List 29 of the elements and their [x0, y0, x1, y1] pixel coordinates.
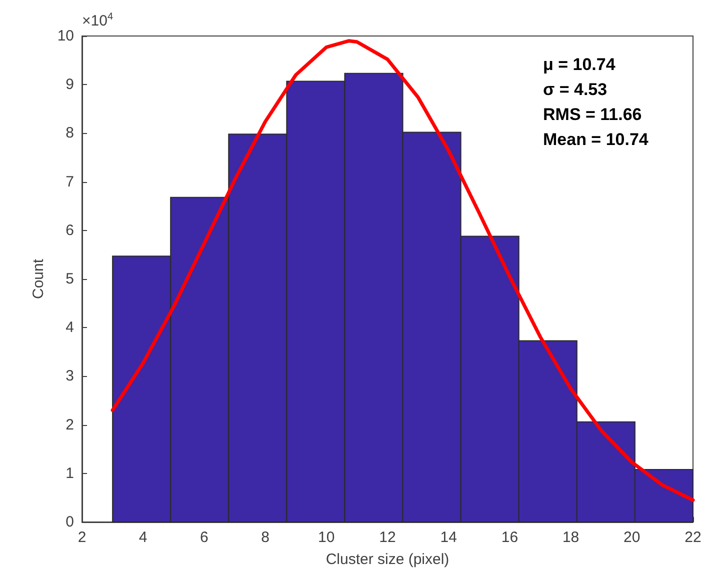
y-tick-label: 10: [57, 28, 74, 44]
x-tick-label: 2: [78, 529, 86, 546]
x-axis-title: Cluster size (pixel): [326, 551, 450, 568]
x-tick-label: 16: [501, 529, 518, 546]
y-tick-label: 6: [66, 222, 74, 239]
x-tick-label: 6: [200, 529, 208, 546]
y-tick-label: 9: [66, 76, 74, 94]
x-tick-label: 18: [562, 529, 580, 546]
x-tick-label: 22: [684, 529, 702, 546]
x-tick-label: 10: [318, 529, 335, 546]
annotation: RMS = 11.66: [543, 105, 642, 124]
x-tick-label: 20: [624, 529, 640, 546]
annotation: Mean = 10.74: [543, 130, 649, 149]
x-tick-label: 4: [138, 529, 148, 546]
x-tick-label: 12: [379, 529, 396, 546]
annotation: σ = 4.53: [543, 80, 608, 99]
y-tick-label: 4: [66, 319, 74, 336]
y-axis-title: Count: [30, 258, 47, 300]
y-tick-label: 2: [66, 416, 74, 434]
y-tick-label: 0: [66, 514, 74, 530]
x-tick-label: 14: [440, 529, 457, 546]
y-tick-label: 8: [66, 124, 74, 142]
x-tick-label: 8: [261, 529, 270, 546]
y-tick-label: 7: [66, 173, 74, 190]
line-series: [110, 39, 695, 502]
y-tick-label: 3: [66, 368, 74, 385]
annotation: μ = 10.74: [543, 55, 616, 74]
y-tick-label: 5: [66, 270, 74, 288]
y-tick-label: 1: [66, 464, 74, 482]
